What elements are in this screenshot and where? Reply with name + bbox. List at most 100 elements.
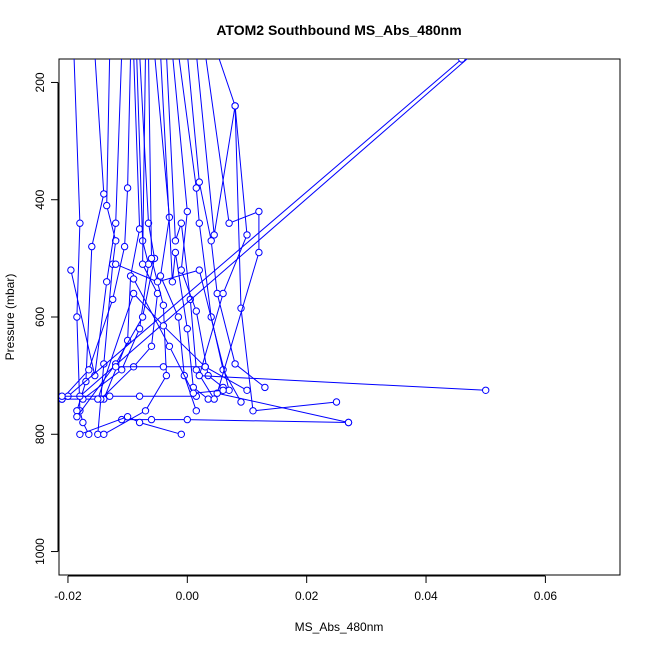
- data-point-24-3: [177, 430, 186, 438]
- data-point-12-5: [210, 395, 218, 403]
- data-point-3-2: [103, 278, 111, 286]
- data-point-15-2: [207, 237, 215, 245]
- series-line-10: [154, 59, 197, 411]
- x-axis: -0.02 0.00 0.02 0.04 0.06: [54, 575, 558, 603]
- data-point-22-1: [106, 392, 114, 400]
- series-line-14: [178, 59, 242, 403]
- x-tick-label-0: -0.02: [54, 589, 82, 603]
- data-point-9-1: [147, 254, 156, 263]
- data-point-1-1: [100, 190, 108, 198]
- data-point-9-3: [162, 371, 171, 380]
- series-line-19: [79, 59, 468, 397]
- data-point-14-5: [237, 398, 245, 406]
- data-point-3-1: [112, 219, 120, 227]
- data-point-13-1: [183, 207, 192, 216]
- series-line-4: [61, 59, 131, 400]
- data-point-25-2: [195, 266, 204, 274]
- data-point-26-0: [94, 395, 102, 403]
- data-point-15-1: [195, 178, 204, 186]
- data-point-17-4: [213, 389, 221, 397]
- data-point-10-5: [192, 407, 201, 415]
- data-point-7-3: [138, 313, 147, 321]
- x-tick-label-3: 0.04: [414, 589, 438, 603]
- series-line-17: [205, 59, 349, 423]
- data-point-3-4: [67, 266, 75, 274]
- data-point-11-5: [204, 395, 212, 403]
- data-point-2-5: [94, 430, 102, 438]
- series-line-24: [79, 416, 182, 435]
- data-point-10-2: [156, 272, 165, 280]
- data-point-25-1: [153, 278, 162, 286]
- y-axis: 200 400 600 800 1000: [33, 72, 59, 565]
- data-point-27-0: [129, 275, 138, 283]
- data-point-18-1: [231, 102, 239, 110]
- data-point-10-3: [174, 313, 183, 321]
- data-point-18-5: [482, 386, 490, 394]
- data-point-21-1: [159, 363, 168, 371]
- data-point-16-4: [249, 407, 257, 415]
- data-point-11-1: [168, 278, 177, 286]
- x-tick-label-1: 0.00: [176, 589, 200, 603]
- data-point-14-1: [192, 184, 201, 192]
- data-point-27-2: [189, 389, 198, 397]
- data-point-22-2: [135, 392, 144, 400]
- data-point-2-4: [100, 360, 108, 368]
- data-point-18-4: [195, 371, 204, 380]
- data-point-21-0: [112, 363, 120, 371]
- series-line-16: [196, 59, 337, 412]
- data-point-16-1: [210, 231, 218, 239]
- series-line-25: [115, 263, 230, 391]
- data-point-0-4: [79, 418, 87, 427]
- data-point-7-5: [73, 413, 81, 421]
- y-tick-label-2: 600: [33, 307, 47, 327]
- series-line-18: [198, 59, 486, 391]
- data-point-12-2: [177, 219, 186, 227]
- data-point-27-1: [165, 342, 174, 350]
- data-point-24-1: [123, 413, 132, 421]
- data-point-15-4: [231, 360, 239, 368]
- data-point-21-3: [243, 386, 251, 394]
- data-point-7-1: [144, 219, 153, 227]
- series-line-6: [82, 59, 150, 400]
- series-line-3: [70, 59, 122, 376]
- data-point-17-3: [255, 248, 263, 257]
- data-point-23-3: [344, 418, 353, 427]
- data-point-4-1: [123, 184, 132, 192]
- data-point-25-3: [225, 386, 233, 394]
- data-point-9-5: [100, 430, 108, 438]
- x-tick-label-2: 0.02: [295, 589, 319, 603]
- data-point-12-1: [171, 237, 180, 245]
- data-point-23-2: [183, 415, 192, 424]
- series-line-8: [100, 59, 159, 400]
- data-point-25-0: [112, 260, 120, 268]
- data-point-11-3: [183, 325, 192, 333]
- data-point-0-1: [76, 219, 84, 227]
- data-point-17-1: [225, 219, 233, 227]
- y-tick-label-0: 200: [33, 72, 47, 92]
- series-layer: [59, 59, 490, 438]
- data-point-24-0: [76, 430, 84, 438]
- data-point-24-2: [135, 418, 144, 427]
- data-point-27-3: [219, 386, 227, 394]
- data-point-4-3: [109, 295, 117, 304]
- x-axis-label: MS_Abs_480nm: [295, 620, 384, 634]
- data-point-18-3: [219, 289, 227, 298]
- data-point-9-4: [141, 407, 150, 415]
- series-line-9: [103, 59, 167, 435]
- y-tick-label-3: 800: [33, 424, 47, 444]
- data-point-20-1: [458, 59, 466, 63]
- data-point-22-0: [59, 392, 66, 400]
- data-point-26-2: [159, 322, 168, 330]
- data-point-9-2: [159, 301, 168, 309]
- y-tick-label-1: 400: [33, 189, 47, 209]
- x-tick-label-4: 0.06: [534, 589, 558, 603]
- series-line-15: [187, 59, 266, 388]
- data-point-13-2: [177, 266, 186, 274]
- y-axis-label: Pressure (mbar): [3, 274, 17, 361]
- data-point-8-1: [138, 260, 147, 268]
- data-point-14-2: [195, 219, 204, 227]
- data-point-0-2: [73, 313, 81, 321]
- series-line-20: [67, 59, 463, 397]
- data-point-16-5: [332, 398, 341, 406]
